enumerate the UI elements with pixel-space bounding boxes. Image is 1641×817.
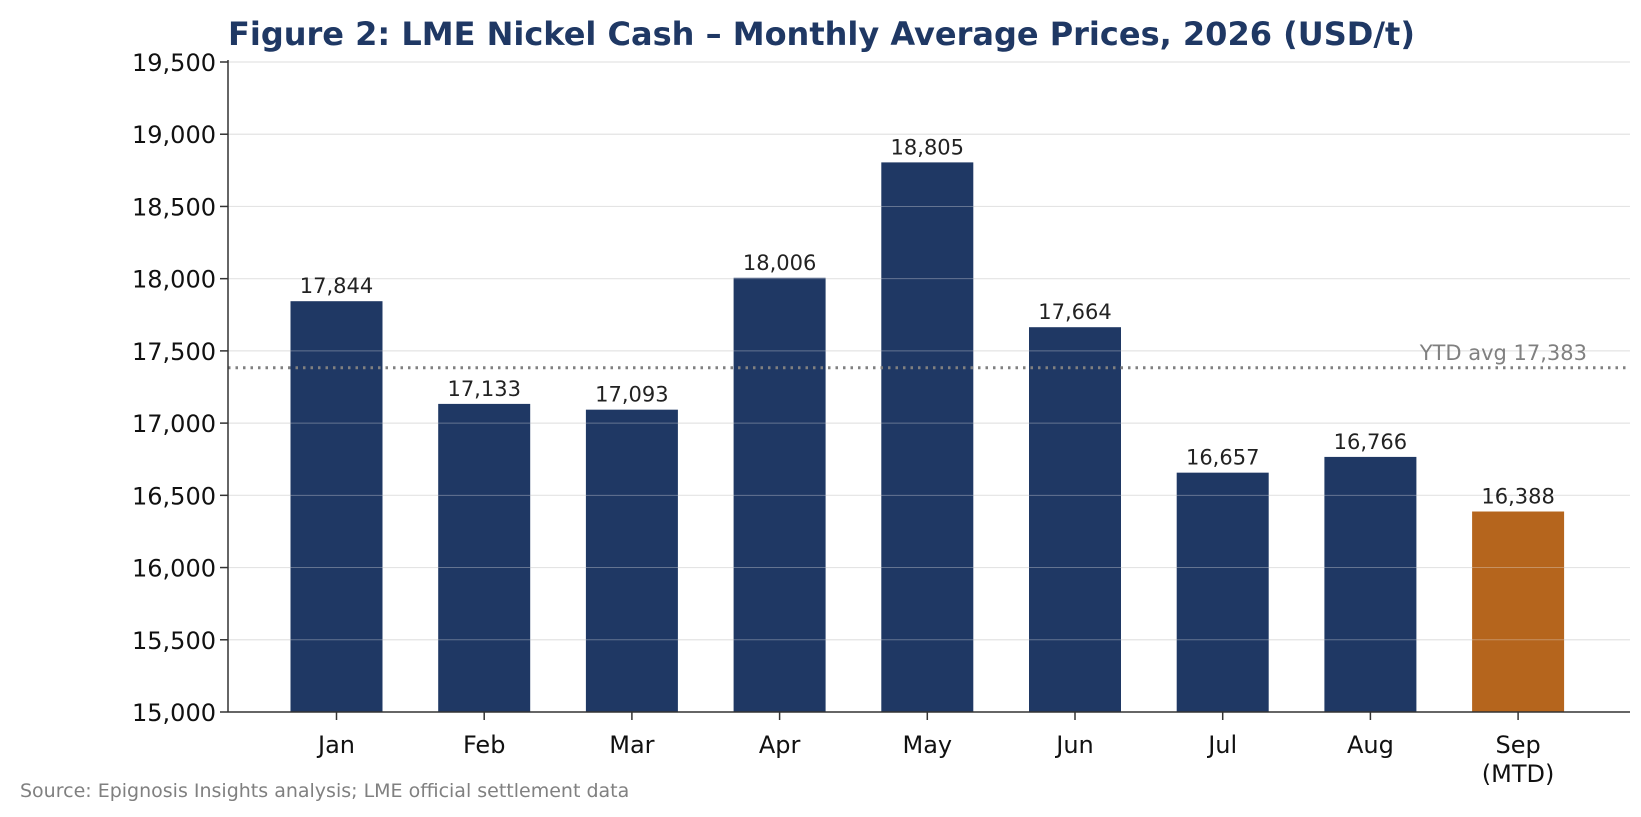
- reference-line-group: YTD avg 17,383: [228, 341, 1630, 370]
- y-tick-label: 18,500: [132, 193, 216, 221]
- y-axis-ticks: 15,000 15,500 16,000 16,500 17,000 17,500 18,0…: [132, 49, 228, 727]
- data-label-1: 17,133: [447, 377, 520, 401]
- x-axis-ticks: Jan Feb Mar Apr May Jun Jul Aug Sep (MTD): [316, 712, 1554, 788]
- bar-2: [585, 409, 678, 712]
- x-tick-label: Apr: [759, 731, 801, 759]
- x-tick-label-line: Jul: [1206, 731, 1237, 759]
- data-label-0: 17,844: [300, 274, 373, 298]
- data-label-5: 17,664: [1038, 300, 1111, 324]
- bar-1: [438, 403, 531, 712]
- data-label-3: 18,006: [743, 251, 816, 275]
- x-tick-label: Jan: [316, 731, 355, 759]
- x-tick-label-line: Jun: [1054, 731, 1094, 759]
- x-tick-label-line: Mar: [609, 731, 654, 759]
- bar-5: [1029, 327, 1121, 712]
- bar-8: [1472, 511, 1565, 712]
- x-tick-label-line: Sep: [1495, 731, 1540, 759]
- x-tick-label-line: (MTD): [1482, 760, 1555, 788]
- reference-line-label: YTD avg 17,383: [1419, 341, 1587, 365]
- x-tick-label-line: Feb: [463, 731, 506, 759]
- x-tick-label: Mar: [609, 731, 654, 759]
- bars: [228, 61, 1630, 712]
- data-label-4: 18,805: [891, 135, 964, 159]
- y-tick-label: 19,000: [132, 121, 216, 149]
- bar-value-labels: 17,844 17,133 17,093 18,006 18,805 17,664 16,6…: [300, 135, 1555, 508]
- y-tick-label: 17,000: [132, 410, 216, 438]
- x-tick-label: Feb: [463, 731, 506, 759]
- bar-7: [1324, 456, 1417, 712]
- y-tick-label: 16,500: [132, 482, 216, 510]
- y-tick-label: 19,500: [132, 49, 216, 77]
- y-tick-label: 16,000: [132, 555, 216, 583]
- x-tick-label: Jun: [1054, 731, 1094, 759]
- bar-3: [733, 277, 826, 712]
- data-label-7: 16,766: [1334, 430, 1407, 454]
- source-note: Source: Epignosis Insights analysis; LME…: [20, 780, 629, 802]
- bar-4: [881, 162, 974, 712]
- data-label-2: 17,093: [595, 383, 668, 407]
- x-tick-label: May: [902, 731, 952, 759]
- x-tick-label-line: Apr: [759, 731, 801, 759]
- y-tick-label: 15,000: [132, 699, 216, 727]
- data-label-6: 16,657: [1186, 446, 1259, 470]
- y-tick-label: 15,500: [132, 627, 216, 655]
- x-tick-label: Sep (MTD): [1482, 731, 1555, 788]
- x-tick-label-line: May: [902, 731, 952, 759]
- bar-6: [1176, 472, 1269, 712]
- y-tick-label: 17,500: [132, 338, 216, 366]
- chart-title: Figure 2: LME Nickel Cash – Monthly Aver…: [228, 15, 1415, 53]
- x-tick-label-line: Jan: [316, 731, 355, 759]
- data-label-8: 16,388: [1481, 485, 1554, 509]
- y-tick-label: 18,000: [132, 266, 216, 294]
- axes: [227, 60, 1630, 713]
- x-tick-label: Aug: [1347, 731, 1394, 759]
- x-tick-label: Jul: [1206, 731, 1237, 759]
- bar-0: [290, 301, 383, 712]
- x-tick-label-line: Aug: [1347, 731, 1394, 759]
